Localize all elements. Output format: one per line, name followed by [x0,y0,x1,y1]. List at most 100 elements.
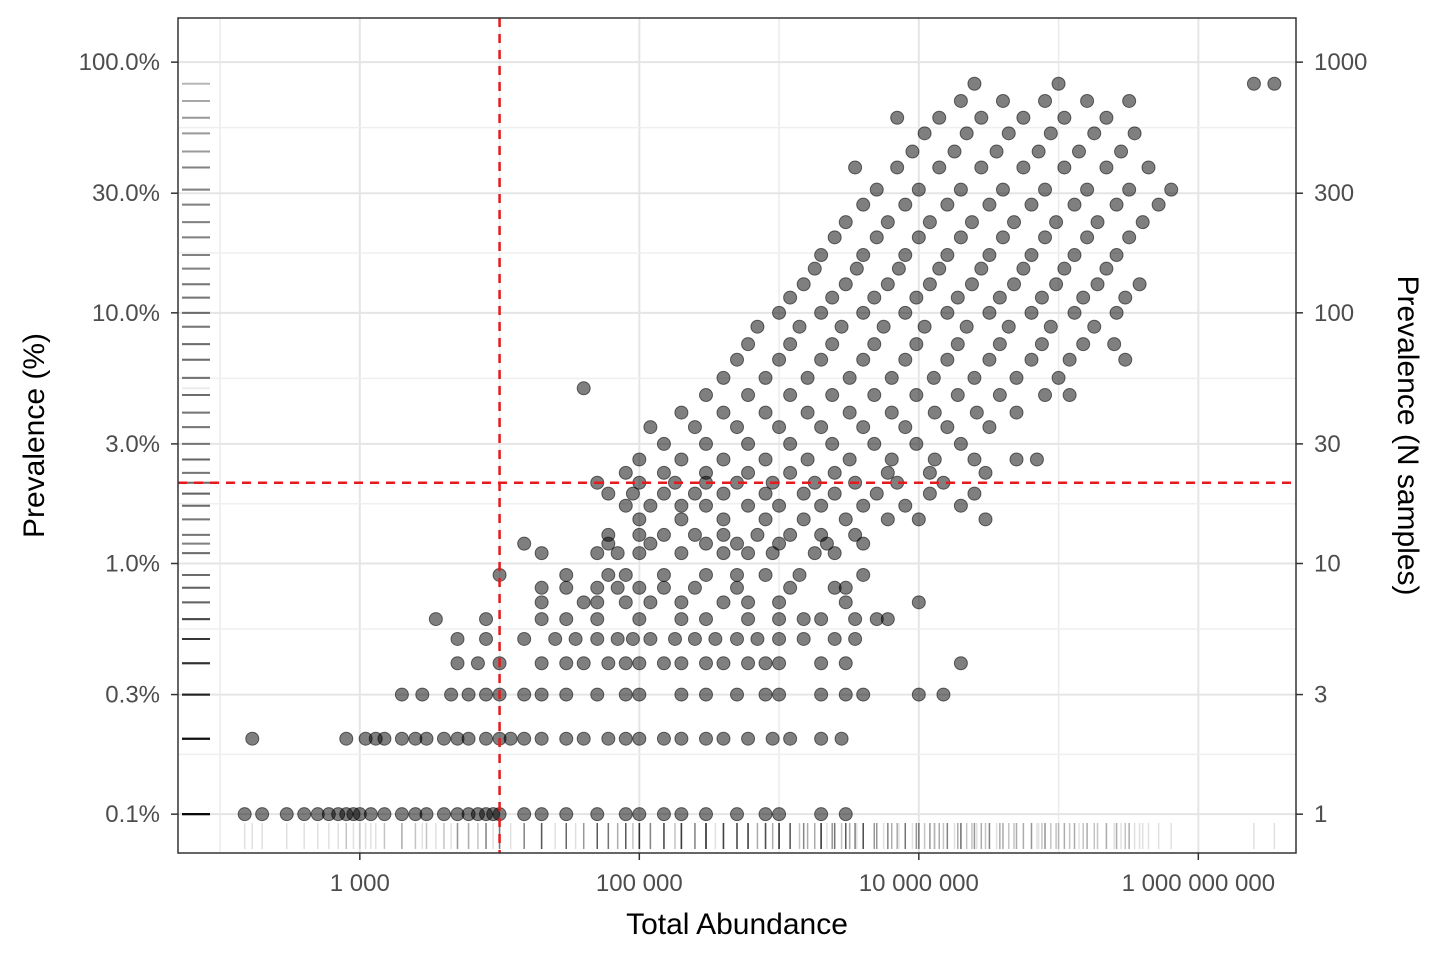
data-point [436,807,451,822]
data-point [890,110,905,125]
data-point [814,656,829,671]
data-point [741,612,756,627]
data-point [922,465,937,480]
data-point [758,656,773,671]
data-point [796,277,811,292]
data-point [884,452,899,467]
data-point [1016,160,1031,175]
data-point [1099,110,1114,125]
data-point [869,182,884,197]
data-point [905,144,920,159]
data-point [974,110,989,125]
data-point [796,512,811,527]
data-point [867,388,882,403]
data-point [1080,93,1095,108]
data-point [503,731,518,746]
data-point [814,420,829,435]
data-point [461,687,476,702]
data-point [1049,215,1064,230]
y-right-tick-label: 100 [1314,300,1354,327]
data-point [982,352,997,367]
data-point [618,567,633,582]
x-tick-label: 10 000 000 [859,870,979,897]
data-point [1001,319,1016,334]
y-right-tick-label: 1000 [1314,49,1367,76]
y-right-tick-label: 3 [1314,682,1327,709]
data-point [667,631,682,646]
data-point [814,807,829,822]
data-point [1087,126,1102,141]
y-left-tick-label: 1.0% [105,550,160,577]
data-point [876,319,891,334]
data-point [687,580,702,595]
data-point [479,687,494,702]
data-point [1062,388,1077,403]
data-point [1080,182,1095,197]
data-point [698,536,713,551]
plot-border [177,17,1297,854]
data-point [517,807,532,822]
data-point [1051,76,1066,91]
data-point [632,612,647,627]
data-point [601,656,616,671]
y-left-tick-label: 0.3% [105,682,160,709]
data-point [1043,319,1058,334]
data-point [909,290,924,305]
data-point [880,612,895,627]
data-point [1151,197,1166,212]
data-point [909,436,924,451]
data-point [656,731,671,746]
data-point [856,687,871,702]
data-point [363,807,378,822]
data-point [394,687,409,702]
data-point [1062,352,1077,367]
data-point [772,612,787,627]
data-point [953,230,968,245]
data-point [415,687,430,702]
data-point [698,807,713,822]
data-point [534,612,549,627]
data-point [1038,93,1053,108]
data-point [953,656,968,671]
data-point [1099,160,1114,175]
data-point [590,631,605,646]
data-point [601,567,616,582]
data-point [922,486,937,501]
data-point [911,182,926,197]
data-point [1267,76,1282,91]
data-point [814,527,829,542]
data-point [898,197,913,212]
data-point [698,567,713,582]
data-point [825,436,840,451]
data-point [716,452,731,467]
data-point [674,546,689,561]
data-point [656,656,671,671]
data-point [940,248,955,263]
data-point [1071,144,1086,159]
data-point [517,687,532,702]
data-point [927,405,942,420]
data-point [964,277,979,292]
data-point [807,546,822,561]
data-point [698,465,713,480]
data-point [698,388,713,403]
data-point [967,486,982,501]
data-point [632,512,647,527]
data-point [758,405,773,420]
data-point [842,452,857,467]
data-point [849,261,864,276]
data-point [838,687,853,702]
data-point [880,465,895,480]
data-point [643,498,658,513]
data-point [601,527,616,542]
data-point [534,731,549,746]
data-point [674,512,689,527]
data-point [880,277,895,292]
data-point [698,687,713,702]
data-point [783,290,798,305]
data-point [698,612,713,627]
y-left-tick-label: 100.0% [79,49,160,76]
data-point [436,731,451,746]
data-point [279,807,294,822]
